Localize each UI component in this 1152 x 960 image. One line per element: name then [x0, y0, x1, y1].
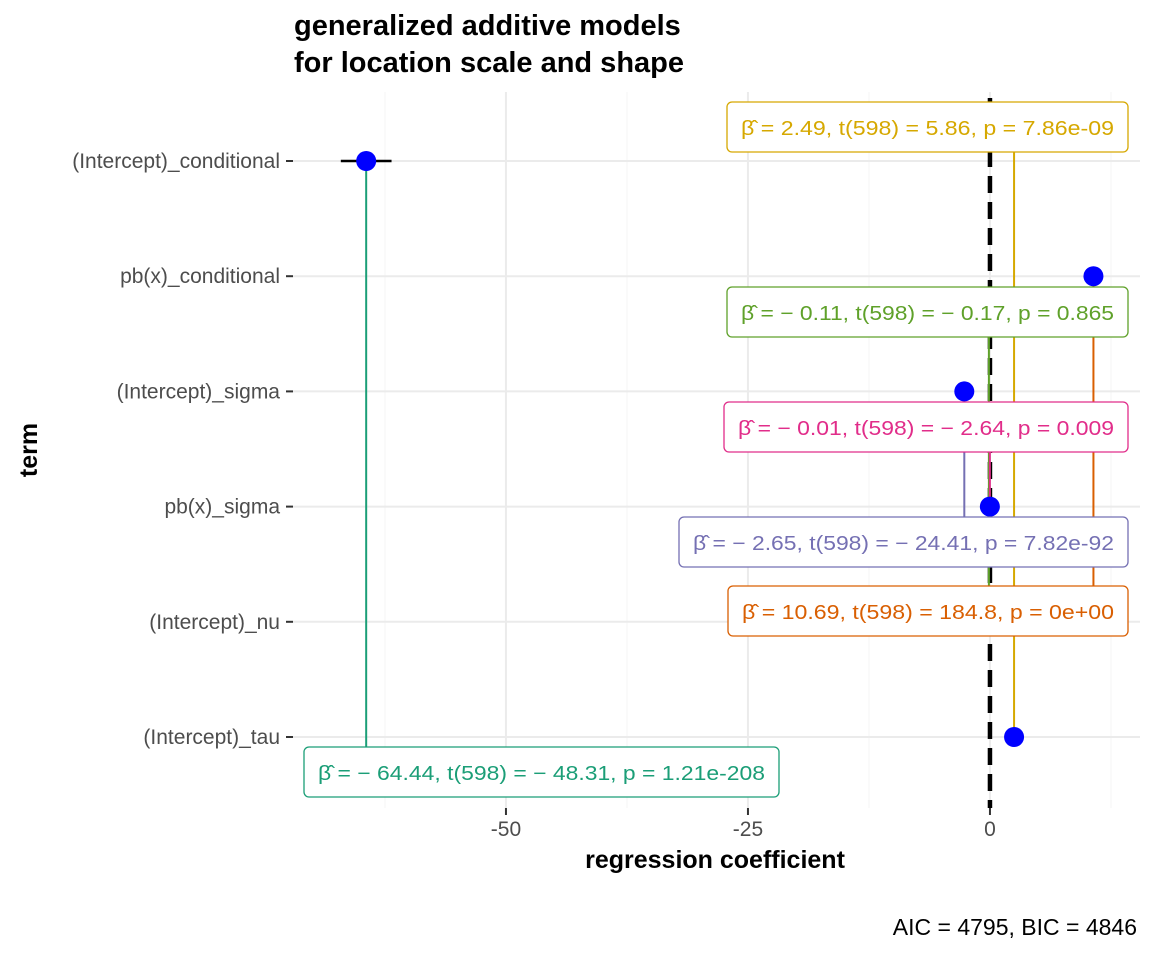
- coefficient-point: [954, 381, 975, 402]
- coefficient-label-box: [303, 746, 780, 798]
- coefficient-point: [1004, 727, 1025, 747]
- coefficient-label: β̂ = − 64.44, t(598) = − 48.31, p = 1.21…: [318, 763, 765, 785]
- coefficient-point: [356, 151, 377, 171]
- x-tick-label: -25: [733, 818, 763, 841]
- y-tick-label: (Intercept)_conditional: [72, 150, 280, 173]
- y-axis-ticks: (Intercept)_tau (Intercept)_nu pb(x)_sigma…: [72, 150, 293, 749]
- coefficient-label: β̂ = − 0.01, t(598) = − 2.64, p = 0.009: [738, 418, 1114, 440]
- y-tick-label: (Intercept)_sigma: [117, 380, 281, 403]
- model-fit-caption: AIC = 4795, BIC = 4846: [893, 914, 1137, 940]
- chart-subtitle: for location scale and shape: [294, 47, 684, 79]
- coefficient-label-box: [727, 585, 1129, 637]
- coefficient-label: β̂ = − 0.11, t(598) = − 0.17, p = 0.865: [741, 303, 1114, 325]
- y-axis-title: term: [15, 423, 43, 477]
- coefficient-label: β̂ = 10.69, t(598) = 184.8, p = 0e+00: [742, 602, 1114, 624]
- y-tick-label: pb(x)_conditional: [120, 265, 280, 288]
- x-tick-label: 0: [984, 818, 996, 841]
- y-tick-label: (Intercept)_nu: [149, 611, 280, 634]
- chart-title: generalized additive models: [294, 10, 681, 42]
- x-axis-ticks: -50 -25 0: [491, 808, 996, 841]
- coefficient-label: β̂ = 2.49, t(598) = 5.86, p = 7.86e-09: [741, 118, 1114, 140]
- coefficient-label-box: [723, 401, 1129, 453]
- coefficient-labels: β̂ = 2.49, t(598) = 5.86, p = 7.86e-09 β̂…: [303, 101, 1129, 798]
- coefficient-point: [1083, 266, 1104, 287]
- y-tick-label: pb(x)_sigma: [164, 496, 280, 519]
- coefficient-label: β̂ = − 2.65, t(598) = − 24.41, p = 7.82e…: [693, 533, 1114, 555]
- coefficient-label-box: [726, 101, 1129, 153]
- y-tick-label: (Intercept)_tau: [143, 726, 280, 749]
- coefficient-point: [979, 496, 1000, 517]
- x-axis-title: regression coefficient: [585, 846, 845, 874]
- x-tick-label: -50: [491, 818, 521, 841]
- coefficient-label-box: [726, 286, 1129, 338]
- coefficient-label-box: [678, 516, 1129, 568]
